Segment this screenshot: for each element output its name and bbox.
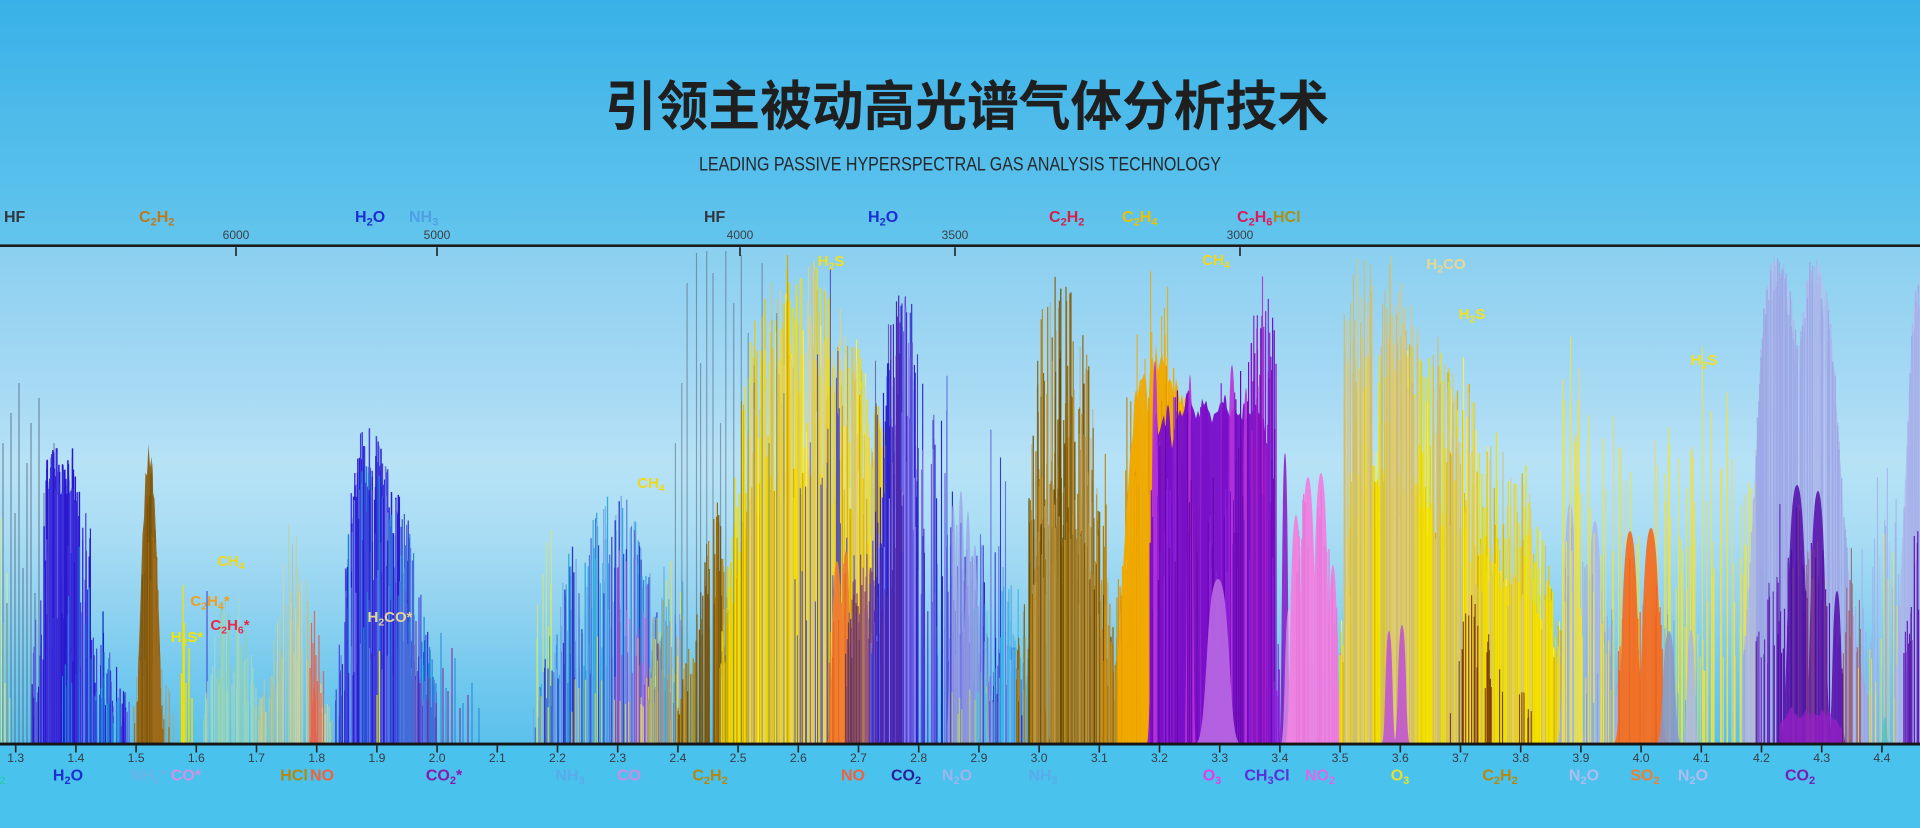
svg-text:4.2: 4.2 (1753, 751, 1770, 765)
svg-text:1.5: 1.5 (128, 751, 145, 765)
svg-text:H2​S*: H2​S* (171, 629, 204, 648)
svg-text:2.3: 2.3 (609, 751, 626, 765)
svg-text:CO: CO (617, 768, 641, 785)
svg-text:C2​H6​: C2​H6​ (1237, 209, 1272, 229)
svg-text:3.5: 3.5 (1332, 751, 1349, 765)
svg-text:NH3​: NH3​ (409, 209, 438, 229)
svg-text:4.3: 4.3 (1813, 751, 1830, 765)
svg-text:4.4: 4.4 (1873, 751, 1890, 765)
svg-text:2.9: 2.9 (970, 751, 987, 765)
svg-text:C2​H2​: C2​H2​ (139, 209, 174, 229)
svg-text:CO*: CO* (171, 768, 202, 785)
svg-text:NO2​: NO2​ (1305, 768, 1335, 788)
svg-text:3.8: 3.8 (1512, 751, 1529, 765)
svg-text:3.1: 3.1 (1091, 751, 1108, 765)
svg-text:2.1: 2.1 (489, 751, 506, 765)
svg-text:LEADING PASSIVE HYPERSPECTRAL: LEADING PASSIVE HYPERSPECTRAL GAS ANALYS… (699, 154, 1221, 176)
svg-text:N2​O: N2​O (942, 768, 972, 788)
svg-text:1.9: 1.9 (368, 751, 385, 765)
svg-text:1.8: 1.8 (308, 751, 325, 765)
svg-text:HF: HF (704, 209, 726, 226)
svg-text:CO2​*: CO2​* (426, 768, 463, 788)
svg-text:4.1: 4.1 (1693, 751, 1710, 765)
svg-text:2.5: 2.5 (730, 751, 747, 765)
svg-text:2.7: 2.7 (850, 751, 867, 765)
svg-text:C2​H2​: C2​H2​ (1482, 768, 1517, 788)
svg-text:2.2: 2.2 (549, 751, 566, 765)
svg-text:CH3​Cl: CH3​Cl (1244, 768, 1289, 788)
svg-text:CH4​: CH4​ (1202, 252, 1230, 271)
svg-text:C2​H6​*: C2​H6​* (210, 617, 249, 636)
svg-text:H2​O: H2​O (868, 209, 898, 229)
svg-text:2.4: 2.4 (669, 751, 686, 765)
svg-text:CH4​: CH4​ (217, 553, 245, 572)
svg-text:NO: NO (310, 768, 334, 785)
svg-text:H2​S: H2​S (1691, 352, 1718, 371)
svg-text:2.8: 2.8 (910, 751, 927, 765)
svg-text:1.3: 1.3 (7, 751, 24, 765)
svg-text:N2​O: N2​O (1569, 768, 1599, 788)
svg-text:4000: 4000 (727, 228, 754, 242)
svg-text:H2​CO*: H2​CO* (367, 609, 412, 628)
svg-text:N2​O: N2​O (1678, 768, 1708, 788)
svg-text:O3​: O3​ (1203, 768, 1222, 788)
svg-text:O3​: O3​ (1391, 768, 1410, 788)
svg-text:H2​S: H2​S (1459, 306, 1486, 325)
svg-text:H2​O: H2​O (53, 768, 83, 788)
svg-text:O2​: O2​ (0, 768, 6, 788)
svg-text:2.6: 2.6 (790, 751, 807, 765)
svg-text:3.0: 3.0 (1031, 751, 1048, 765)
svg-text:SO2​: SO2​ (1630, 768, 1659, 788)
svg-text:5000: 5000 (424, 228, 451, 242)
svg-text:H2​S: H2​S (818, 253, 845, 272)
svg-text:C2​H4​*: C2​H4​* (190, 593, 229, 612)
svg-text:2.0: 2.0 (429, 751, 446, 765)
svg-text:3.9: 3.9 (1572, 751, 1589, 765)
svg-text:HCl: HCl (1273, 209, 1301, 226)
svg-text:CO2​: CO2​ (891, 768, 921, 788)
svg-text:HF: HF (4, 209, 26, 226)
svg-text:1.6: 1.6 (188, 751, 205, 765)
svg-text:3.6: 3.6 (1392, 751, 1409, 765)
svg-text:CH4​: CH4​ (637, 475, 665, 494)
svg-text:NH3​: NH3​ (555, 768, 584, 788)
svg-text:NH3​: NH3​ (1028, 768, 1057, 788)
svg-text:1.7: 1.7 (248, 751, 265, 765)
svg-text:NH3​*: NH3​* (130, 768, 166, 788)
svg-text:3.3: 3.3 (1211, 751, 1228, 765)
svg-text:C2​H4​: C2​H4​ (1122, 209, 1158, 229)
svg-text:NO: NO (841, 768, 865, 785)
svg-text:H2​O: H2​O (355, 209, 385, 229)
svg-text:3500: 3500 (942, 228, 969, 242)
svg-text:H2​CO: H2​CO (1426, 256, 1466, 275)
svg-text:3000: 3000 (1227, 228, 1254, 242)
svg-text:3.2: 3.2 (1151, 751, 1168, 765)
svg-text:HCl: HCl (280, 768, 308, 785)
svg-text:C2​H2​: C2​H2​ (1049, 209, 1084, 229)
svg-text:3.7: 3.7 (1452, 751, 1469, 765)
svg-text:6000: 6000 (223, 228, 250, 242)
svg-text:3.4: 3.4 (1271, 751, 1288, 765)
svg-text:1.4: 1.4 (67, 751, 84, 765)
svg-text:C2​H2​: C2​H2​ (692, 768, 727, 788)
svg-text:4.0: 4.0 (1633, 751, 1650, 765)
svg-text:CO2​: CO2​ (1785, 768, 1815, 788)
